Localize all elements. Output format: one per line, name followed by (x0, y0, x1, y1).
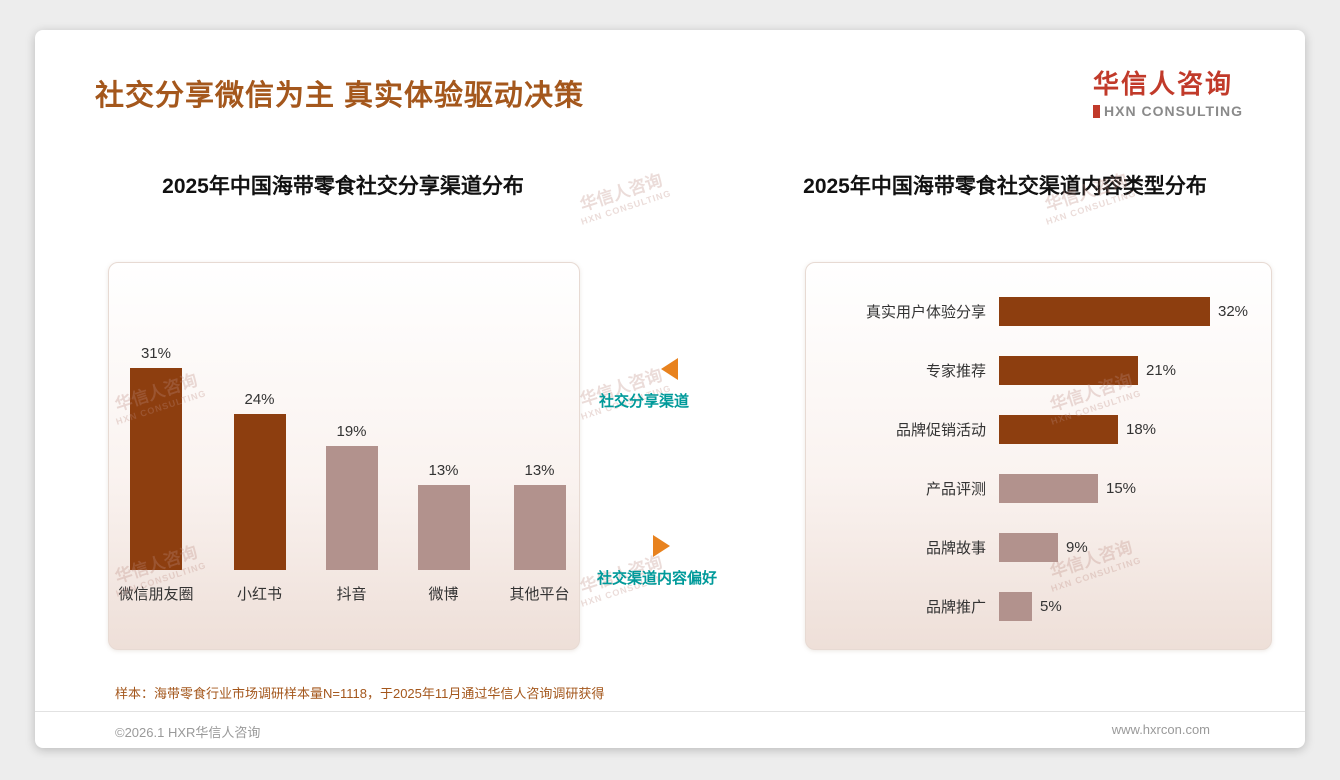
left-chart-panel: 31% 微信朋友圈 24% 小红书 19% 抖音 13% 微博 13% 其他平台 (108, 262, 580, 650)
bar-value-label: 15% (1106, 480, 1137, 497)
bar-group: 24% 小红书 (233, 391, 286, 604)
bar-value-label: 18% (1126, 421, 1157, 438)
bar-row: 品牌促销活动 18% (821, 415, 1256, 444)
annotation-social-share-channel: 社交分享渠道 (549, 358, 739, 411)
company-logo: 华信人咨询 HXN CONSULTING (1093, 64, 1243, 119)
bar-value-label: 31% (140, 345, 171, 362)
watermark-line1: 华信人咨询 (577, 170, 665, 215)
bar (129, 368, 182, 570)
watermark-line2: HXN CONSULTING (579, 188, 673, 227)
bar-row: 品牌故事 9% (821, 533, 1256, 562)
bar-row: 真实用户体验分享 32% (821, 297, 1256, 326)
bar-row: 专家推荐 21% (821, 356, 1256, 385)
logo-subtitle-row: HXN CONSULTING (1093, 103, 1243, 119)
bar-value-label: 21% (1146, 362, 1177, 379)
bar (325, 446, 378, 570)
bar (999, 415, 1118, 444)
bar-value-label: 5% (1040, 598, 1062, 615)
right-chart-title: 2025年中国海带零食社交渠道内容类型分布 (803, 175, 1207, 198)
annotation-label: 社交渠道内容偏好 (596, 570, 717, 587)
bar (417, 485, 470, 570)
page-title: 社交分享微信为主 真实体验驱动决策 (95, 80, 585, 112)
bar (999, 474, 1098, 503)
footer-divider (35, 711, 1305, 712)
bar-row: 品牌推广 5% (821, 592, 1256, 621)
bar-value-label: 13% (524, 462, 555, 479)
bar-category-label: 产品评测 (925, 481, 986, 498)
bar-category-label: 品牌推广 (925, 599, 986, 616)
horizontal-bar-chart: 真实用户体验分享 32% 专家推荐 21% 品牌促销活动 18% 产品评测 15% 品牌故事 9%… (821, 297, 1256, 621)
bar (999, 533, 1058, 562)
bar-group: 31% 微信朋友圈 (118, 345, 193, 604)
sample-note: 样本：海带零食行业市场调研样本量N=1118，于2025年11月通过华信人咨询调… (115, 683, 620, 712)
bar-group: 13% 微博 (417, 462, 470, 604)
footer-website: www.hxrcon.com (1111, 722, 1210, 737)
bar-value-label: 24% (244, 391, 275, 408)
bar-category-label: 微博 (428, 586, 459, 603)
bar (999, 297, 1210, 326)
annotation-content-preference: 社交渠道内容偏好 (562, 535, 752, 588)
bar-category-label: 微信朋友圈 (118, 586, 194, 603)
bar-row: 产品评测 15% (821, 474, 1256, 503)
left-chart-title: 2025年中国海带零食社交分享渠道分布 (162, 175, 524, 198)
bar-category-label: 品牌促销活动 (895, 422, 986, 439)
bar-category-label: 专家推荐 (925, 363, 986, 380)
bar-value-label: 32% (1218, 303, 1249, 320)
bar-value-label: 9% (1066, 539, 1088, 556)
bar-category-label: 品牌故事 (925, 540, 986, 557)
bar (999, 356, 1138, 385)
bar (233, 414, 286, 570)
footer-copyright: ©2026.1 HXR华信人咨询 (115, 725, 261, 740)
right-chart-panel: 真实用户体验分享 32% 专家推荐 21% 品牌促销活动 18% 产品评测 15% 品牌故事 9%… (805, 262, 1272, 650)
bar-value-label: 19% (336, 423, 367, 440)
watermark: 华信人咨询 HXN CONSULTING (572, 164, 673, 226)
arrow-left-icon (660, 358, 678, 380)
bar-category-label: 其他平台 (509, 586, 570, 603)
bar-group: 19% 抖音 (325, 423, 378, 604)
bar-category-label: 真实用户体验分享 (865, 304, 986, 321)
bar-value-label: 13% (428, 462, 459, 479)
annotation-label: 社交分享渠道 (598, 393, 689, 410)
bar (513, 485, 566, 570)
bar-category-label: 小红书 (236, 586, 282, 603)
logo-red-mark-icon (1093, 104, 1101, 118)
logo-name: 华信人咨询 (1093, 70, 1234, 99)
logo-subtitle: HXN CONSULTING (1104, 103, 1243, 119)
bar-group: 13% 其他平台 (510, 462, 570, 604)
bar (999, 592, 1032, 621)
bar-category-label: 抖音 (336, 586, 367, 603)
arrow-right-icon (652, 535, 670, 557)
slide-card: 社交分享微信为主 真实体验驱动决策 华信人咨询 HXN CONSULTING 2… (35, 30, 1305, 748)
vertical-bar-chart: 31% 微信朋友圈 24% 小红书 19% 抖音 13% 微博 13% 其他平台 (109, 345, 579, 604)
